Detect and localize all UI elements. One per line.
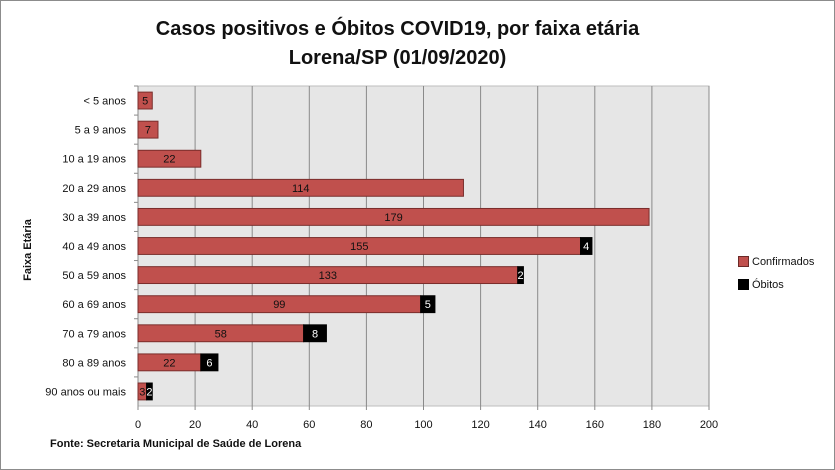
y-axis-label: Faixa Etária (22, 219, 34, 281)
legend-item-obitos: Óbitos (738, 273, 814, 296)
data-label-obitos: 2 (518, 270, 524, 282)
bar-obitos (420, 295, 436, 314)
data-label-obitos: 2 (146, 386, 152, 398)
data-label-confirmados: 114 (292, 183, 310, 195)
y-tick-label: 70 a 79 anos (62, 328, 126, 340)
bar-obitos (580, 237, 593, 255)
data-label-confirmados: 179 (384, 212, 402, 224)
data-label-confirmados: 133 (319, 270, 337, 282)
bar-obitos (146, 382, 153, 401)
bar-obitos (517, 266, 524, 285)
x-tick-label: 140 (529, 419, 547, 431)
x-tick-label: 80 (360, 419, 372, 431)
x-tick-label: 120 (471, 419, 489, 431)
x-tick-label: 20 (189, 419, 201, 431)
x-tick-label: 160 (586, 419, 604, 431)
bar-obitos (303, 324, 327, 343)
y-tick-label: 5 a 9 anos (75, 125, 127, 137)
y-tick-label: 50 a 59 anos (62, 270, 126, 282)
y-tick-label: 10 a 19 anos (62, 154, 126, 166)
x-tick-label: 60 (303, 419, 315, 431)
y-tick-label: 80 a 89 anos (62, 357, 126, 369)
bar-confirmados (137, 149, 202, 168)
chart-subtitle: Lorena/SP (01/09/2020) (288, 47, 507, 69)
bar-obitos (200, 353, 219, 372)
chart-title: Casos positivos e Óbitos COVID19, por fa… (155, 18, 640, 40)
legend-label-obitos: Óbitos (752, 278, 784, 291)
data-label-confirmados: 58 (215, 328, 227, 340)
legend-label-confirmados: Confirmados (752, 255, 815, 268)
data-label-confirmados: 7 (145, 125, 151, 137)
bar-confirmados (137, 91, 153, 110)
y-tick-label: 30 a 39 anos (62, 212, 126, 224)
data-label-obitos: 8 (312, 328, 318, 340)
bar-confirmados (137, 120, 159, 139)
y-tick-label: < 5 anos (83, 96, 126, 108)
x-tick-label: 180 (643, 419, 661, 431)
data-label-confirmados: 99 (273, 299, 285, 311)
legend-item-confirmados: Confirmados (738, 250, 814, 273)
legend: Confirmados Óbitos (738, 250, 814, 296)
data-label-obitos: 4 (583, 241, 589, 253)
legend-swatch-confirmados (738, 256, 749, 267)
data-label-confirmados: 5 (142, 96, 148, 108)
x-tick-label: 0 (135, 419, 141, 431)
data-label-confirmados: 3 (139, 386, 145, 398)
y-tick-label: 20 a 29 anos (62, 183, 126, 195)
y-tick-label: 90 anos ou mais (45, 386, 126, 398)
data-label-confirmados: 155 (350, 241, 368, 253)
legend-swatch-obitos (738, 279, 749, 290)
data-label-obitos: 6 (206, 357, 212, 369)
bar-confirmados (137, 178, 464, 197)
y-tick-label: 60 a 69 anos (62, 299, 126, 311)
data-label-confirmados: 22 (163, 357, 175, 369)
x-tick-label: 200 (700, 419, 718, 431)
source-note: Fonte: Secretaria Municipal de Saúde de … (50, 438, 302, 450)
data-label-confirmados: 22 (163, 154, 175, 166)
y-tick-label: 40 a 49 anos (62, 241, 126, 253)
x-tick-label: 40 (246, 419, 258, 431)
bar-confirmados (137, 207, 650, 226)
data-label-obitos: 5 (425, 299, 431, 311)
x-tick-label: 100 (414, 419, 432, 431)
